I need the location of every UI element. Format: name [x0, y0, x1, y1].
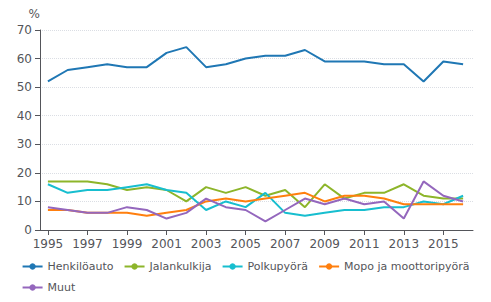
svg-text:2011: 2011: [349, 237, 380, 251]
svg-text:1997: 1997: [72, 237, 103, 251]
svg-text:2001: 2001: [151, 237, 182, 251]
svg-text:2005: 2005: [230, 237, 261, 251]
svg-text:60: 60: [17, 52, 32, 66]
svg-text:40: 40: [17, 109, 32, 123]
svg-text:Henkilöauto: Henkilöauto: [48, 260, 114, 273]
svg-text:Jalankulkija: Jalankulkija: [149, 260, 212, 273]
svg-text:2003: 2003: [191, 237, 222, 251]
svg-text:Polkupyörä: Polkupyörä: [248, 260, 309, 273]
svg-text:Muut: Muut: [48, 281, 76, 294]
svg-text:%: %: [29, 7, 40, 21]
svg-text:2007: 2007: [270, 237, 301, 251]
svg-text:50: 50: [17, 80, 32, 94]
svg-text:1995: 1995: [33, 237, 64, 251]
svg-text:10: 10: [17, 194, 32, 208]
svg-text:2009: 2009: [309, 237, 340, 251]
svg-text:Mopo ja moottoripyörä: Mopo ja moottoripyörä: [344, 260, 469, 273]
svg-text:2013: 2013: [389, 237, 420, 251]
svg-text:0: 0: [24, 223, 32, 237]
svg-text:30: 30: [17, 137, 32, 151]
svg-text:2015: 2015: [428, 237, 459, 251]
svg-text:70: 70: [17, 23, 32, 37]
svg-text:20: 20: [17, 166, 32, 180]
svg-text:1999: 1999: [112, 237, 143, 251]
